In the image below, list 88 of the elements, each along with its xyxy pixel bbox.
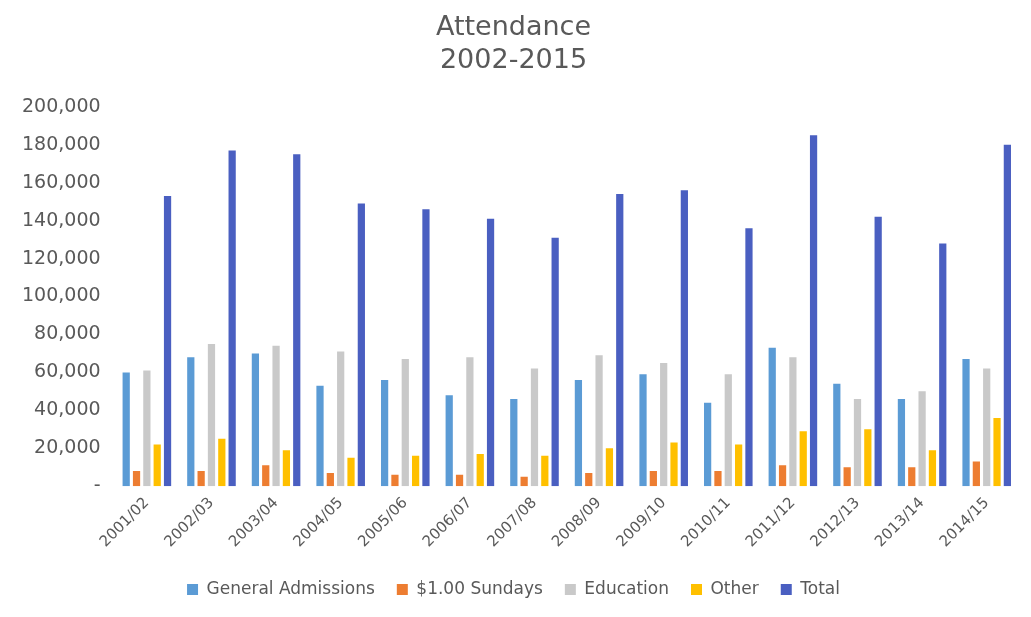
bar: [466, 357, 474, 487]
bar: [993, 417, 1001, 487]
bar: [551, 237, 559, 487]
y-tick-label: 180,000: [21, 131, 101, 154]
bar: [541, 455, 549, 487]
bar: [510, 398, 518, 487]
bar: [122, 372, 130, 487]
bar: [207, 343, 216, 487]
bar: [401, 359, 409, 487]
bar: [833, 383, 841, 487]
bar: [476, 453, 484, 487]
y-tick-label: 20,000: [34, 435, 101, 458]
bar: [455, 474, 464, 487]
y-tick-label: 60,000: [34, 359, 101, 382]
bar: [745, 228, 753, 487]
bar: [228, 150, 236, 487]
bar: [605, 448, 614, 487]
legend-label: Other: [710, 577, 759, 598]
bar: [530, 368, 539, 487]
y-tick-label: 100,000: [21, 283, 101, 306]
bar: [293, 154, 301, 487]
bar: [874, 216, 882, 487]
bar: [262, 465, 270, 487]
bar: [897, 398, 906, 487]
bar: [163, 195, 172, 487]
bar: [520, 476, 528, 487]
bar: [616, 194, 624, 487]
chart-title: Attendance: [435, 10, 592, 42]
bar: [972, 461, 980, 487]
bar: [251, 353, 260, 487]
bar: [799, 431, 807, 487]
bar: [962, 359, 970, 487]
bar: [724, 374, 732, 487]
y-tick-label: -: [93, 473, 101, 496]
bar: [853, 398, 862, 487]
bar: [357, 203, 365, 487]
bar: [422, 209, 430, 487]
bar: [983, 368, 991, 487]
bar: [143, 370, 151, 487]
bar: [768, 347, 776, 487]
legend-label: Education: [584, 577, 669, 598]
bar: [809, 135, 818, 487]
bar: [585, 472, 593, 487]
legend-label: Total: [799, 577, 840, 598]
bar: [1003, 144, 1011, 487]
bar: [639, 374, 647, 487]
bar: [789, 357, 797, 487]
bar: [316, 385, 324, 487]
bar: [918, 391, 926, 487]
bar: [218, 438, 226, 487]
bar: [486, 218, 495, 487]
bar: [347, 457, 355, 487]
bar: [908, 467, 916, 487]
bar: [714, 471, 722, 487]
y-tick-label: 40,000: [34, 397, 101, 420]
bar: [670, 442, 678, 487]
y-tick-label: 120,000: [21, 245, 101, 268]
bar: [660, 362, 668, 487]
bar: [326, 472, 334, 487]
bar: [680, 190, 688, 487]
bar: [735, 444, 743, 487]
bar: [197, 471, 205, 487]
bar: [187, 357, 195, 487]
y-tick-label: 160,000: [21, 169, 101, 192]
bar: [843, 467, 851, 487]
chart-subtitle: 2002-2015: [439, 42, 588, 74]
y-tick-label: 80,000: [34, 321, 101, 344]
bar: [649, 471, 657, 487]
bar: [380, 379, 389, 487]
bar: [272, 345, 280, 487]
legend-label: $1.00 Sundays: [416, 577, 543, 598]
bar: [391, 474, 399, 487]
bar: [337, 351, 345, 487]
bar: [412, 455, 420, 487]
bar: [778, 465, 787, 487]
legend-label: General Admissions: [206, 577, 375, 598]
bar: [574, 379, 583, 487]
bar: [282, 450, 291, 487]
bar: [153, 444, 161, 487]
bar: [928, 450, 937, 487]
y-tick-label: 140,000: [21, 207, 101, 230]
bar: [595, 355, 603, 487]
bar: [132, 471, 141, 487]
bar: [704, 402, 712, 487]
bar: [939, 243, 947, 487]
bar: [864, 429, 872, 487]
y-tick-label: 200,000: [21, 93, 101, 116]
bar: [445, 395, 453, 487]
